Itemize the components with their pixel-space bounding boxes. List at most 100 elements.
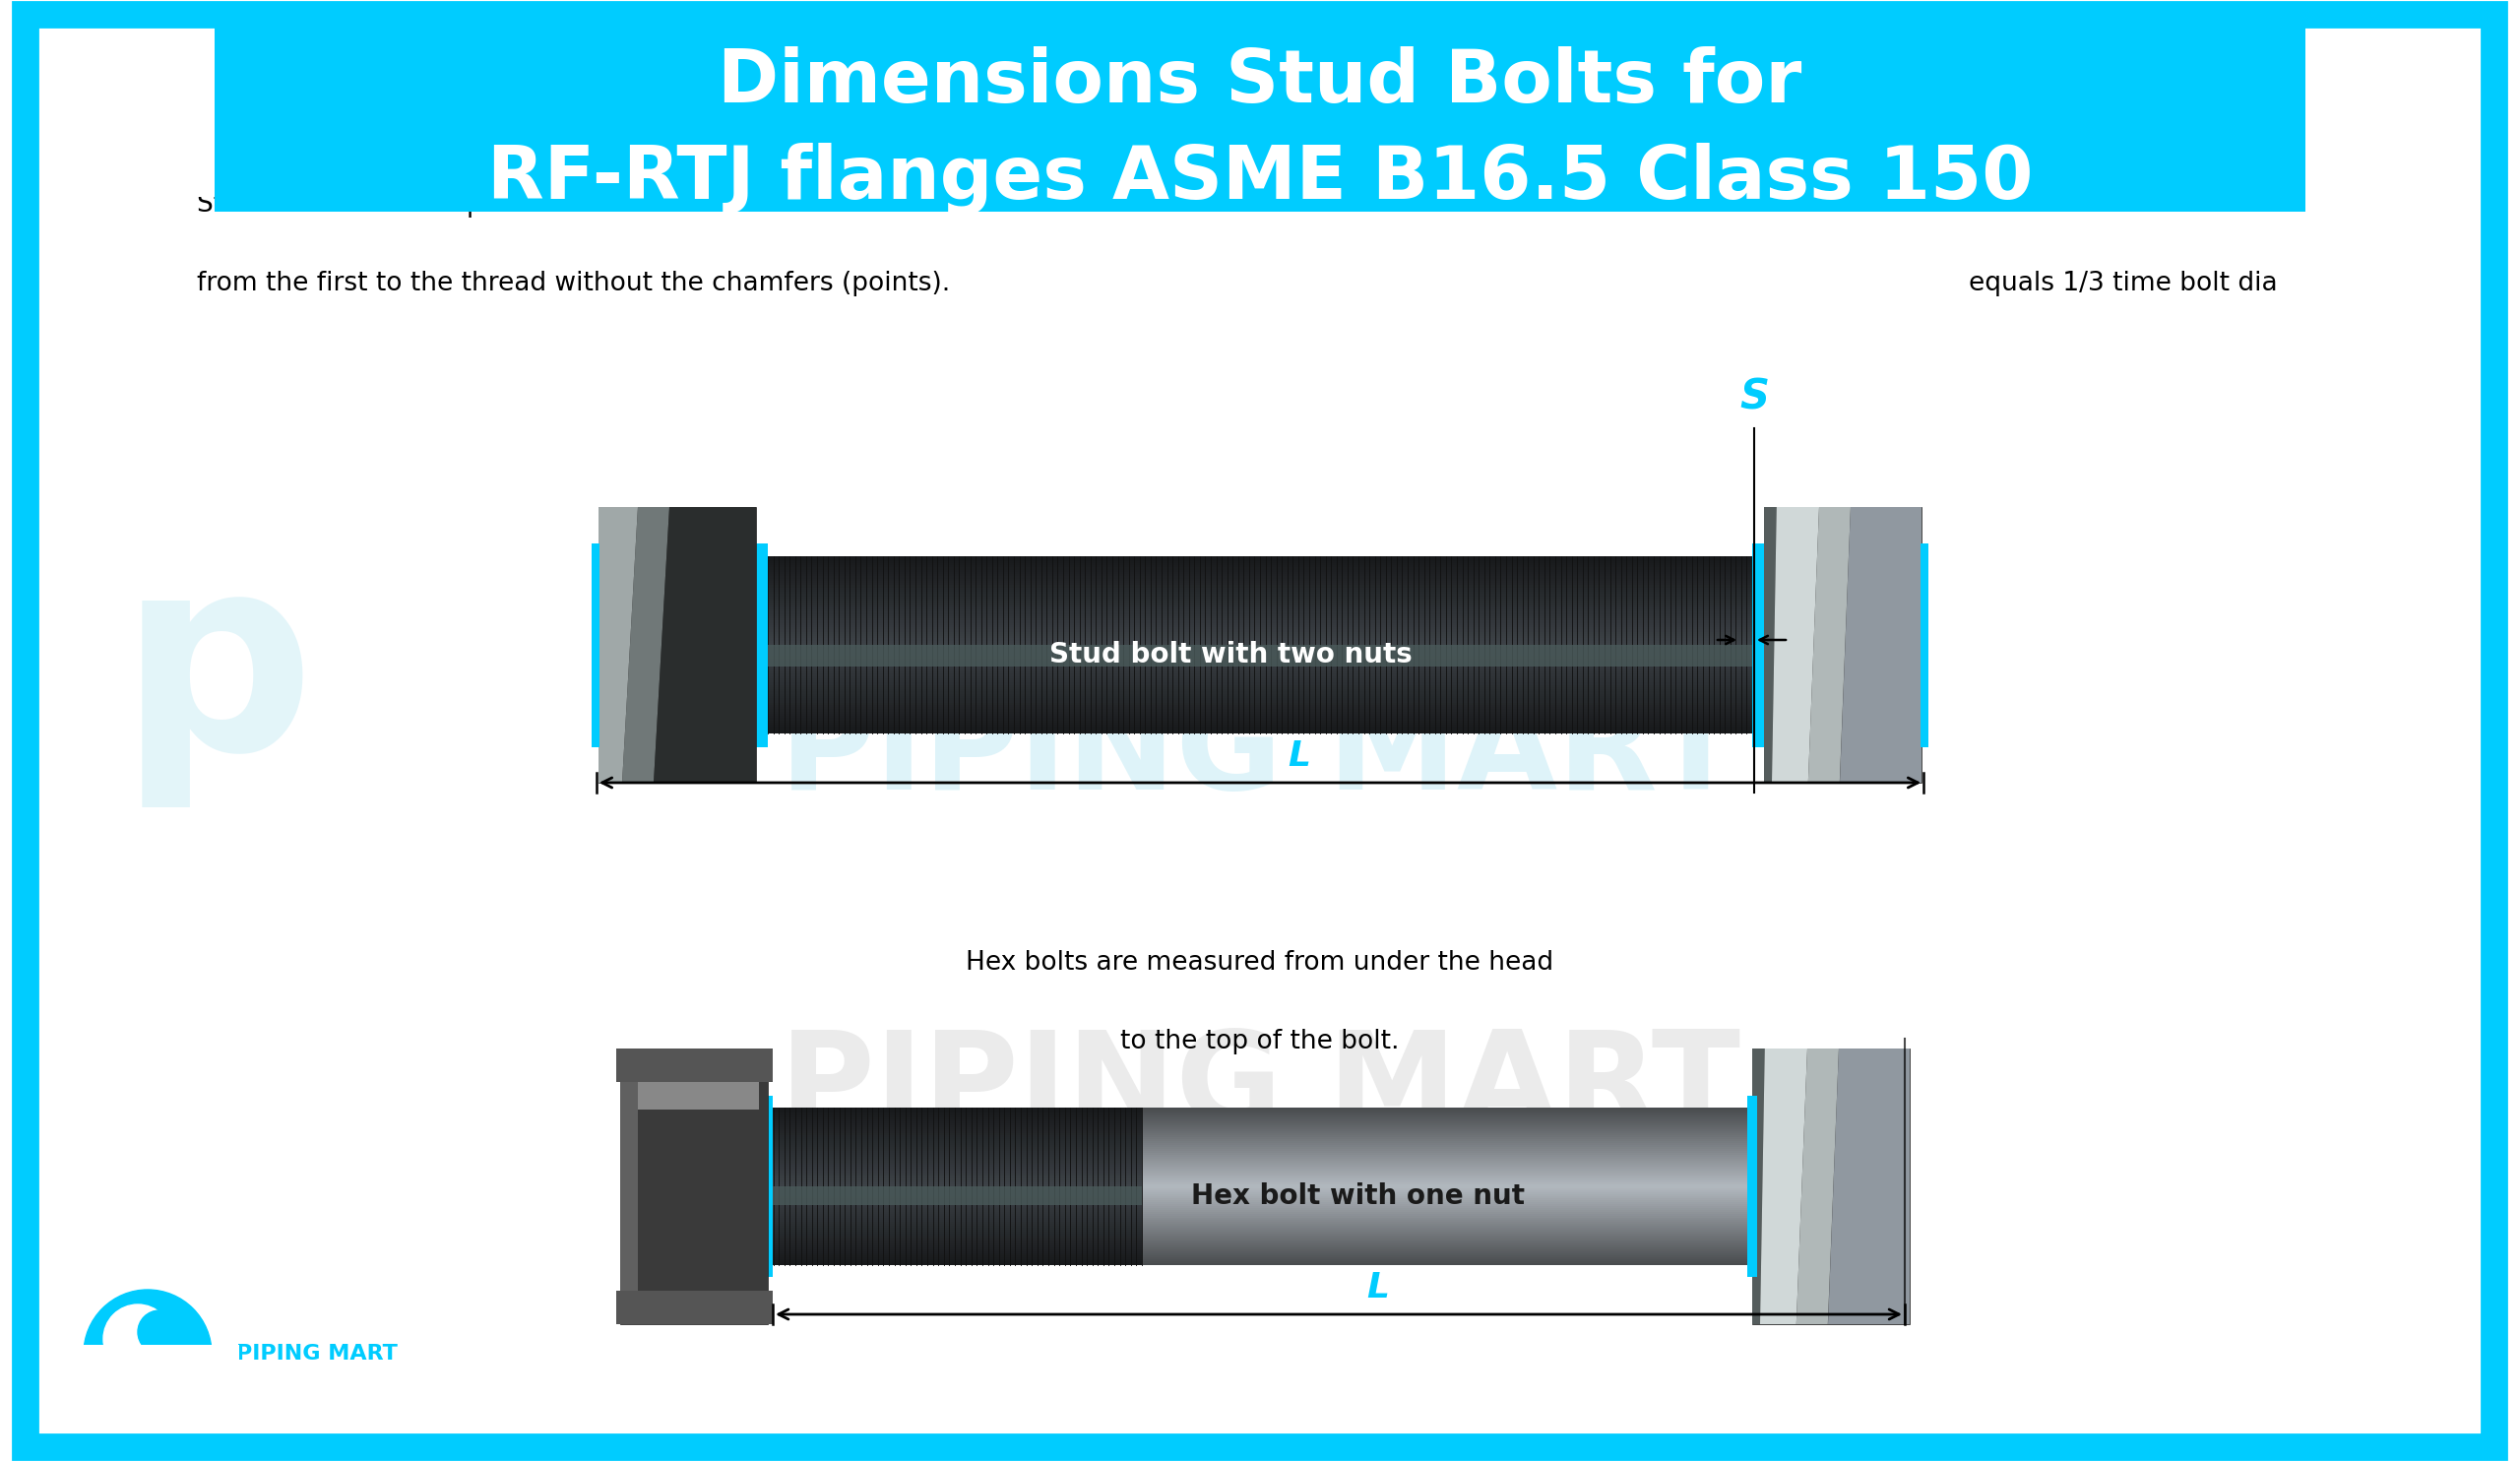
Bar [769, 572, 1751, 575]
Bar [769, 573, 1751, 576]
Bar [769, 1145, 1142, 1148]
Text: equals 1/3 time bolt dia: equals 1/3 time bolt dia [1968, 270, 2278, 297]
Bar [615, 1291, 771, 1325]
Bar [1142, 1151, 1751, 1154]
Bar [769, 563, 1751, 566]
Bar [769, 1246, 1142, 1247]
Bar [1142, 1178, 1751, 1180]
Bar [1142, 1202, 1751, 1205]
Bar [1142, 1225, 1751, 1228]
Bar [769, 1121, 1142, 1123]
Bar [769, 646, 1751, 649]
Bar [769, 629, 1751, 632]
Bar [1142, 1175, 1751, 1178]
Bar [769, 632, 1751, 635]
Bar [769, 624, 1751, 627]
Bar [1142, 1110, 1751, 1111]
Bar [769, 589, 1751, 592]
Bar [1142, 1158, 1751, 1161]
Bar [769, 1197, 1142, 1200]
Bar [1751, 542, 1764, 747]
Bar [769, 1161, 1142, 1162]
Bar [769, 1184, 1142, 1186]
Bar [1142, 1162, 1751, 1165]
Bar [769, 604, 1751, 607]
Bar [769, 1213, 1142, 1216]
Bar [769, 662, 1751, 665]
Bar [769, 728, 1751, 731]
Polygon shape [1764, 507, 1777, 782]
Bar [769, 731, 1751, 734]
Text: S: S [1739, 377, 1769, 418]
Bar [769, 1237, 1142, 1240]
Bar [769, 1136, 1142, 1139]
Text: p: p [118, 541, 315, 807]
Bar [769, 1152, 1142, 1155]
Bar [1142, 1215, 1751, 1218]
Bar [1142, 1230, 1751, 1231]
Bar [1920, 542, 1928, 747]
Bar [1142, 1130, 1751, 1133]
Bar [769, 580, 1751, 583]
Bar [769, 1209, 1142, 1212]
Bar [769, 620, 1751, 623]
Bar [1142, 1209, 1751, 1212]
Bar [769, 649, 1751, 652]
Bar [769, 680, 1751, 683]
Bar [1142, 1190, 1751, 1192]
Bar [1142, 1123, 1751, 1126]
Bar [769, 591, 1751, 594]
Bar [1142, 1193, 1751, 1196]
Bar [1142, 1224, 1751, 1225]
Bar [769, 705, 1751, 708]
Bar [769, 696, 1751, 697]
Bar [769, 585, 1751, 588]
Bar [769, 558, 1751, 561]
Bar [769, 623, 1751, 624]
Bar [769, 602, 1751, 605]
Polygon shape [1840, 507, 1923, 782]
Bar [1142, 1253, 1751, 1256]
Bar [769, 640, 1751, 643]
Text: Stud bolt with two nuts: Stud bolt with two nuts [1048, 640, 1411, 668]
Bar [769, 1129, 1142, 1132]
Bar [769, 1149, 1142, 1151]
Bar [1142, 1124, 1751, 1127]
Bar [769, 633, 1751, 636]
Bar [1142, 1174, 1751, 1177]
Bar [1142, 1196, 1751, 1199]
Bar [769, 658, 1751, 661]
Polygon shape [1759, 1048, 1807, 1325]
Circle shape [103, 1304, 171, 1373]
Bar [1142, 1247, 1751, 1250]
Bar [769, 1253, 1142, 1256]
Bar [1142, 1173, 1751, 1174]
Bar [769, 1146, 1142, 1149]
Bar [769, 713, 1751, 716]
Bar [769, 1181, 1142, 1184]
Bar [769, 1249, 1142, 1251]
Polygon shape [600, 507, 638, 782]
Bar [1142, 1213, 1751, 1216]
Bar [1142, 1192, 1751, 1194]
Bar [1142, 1167, 1751, 1168]
Bar [769, 659, 1751, 662]
Bar [769, 675, 1751, 678]
Bar [769, 614, 1751, 616]
Bar [1142, 1161, 1751, 1162]
Bar [769, 1227, 1142, 1230]
Text: PIPING MART: PIPING MART [779, 690, 1741, 816]
Bar [769, 1127, 1142, 1129]
Bar [600, 507, 756, 782]
Bar [1142, 1200, 1751, 1202]
Bar [769, 1192, 1142, 1194]
Bar [1142, 1127, 1751, 1129]
Bar [1142, 1263, 1751, 1265]
Bar [769, 667, 1751, 670]
Bar [1142, 1145, 1751, 1148]
Bar [1746, 1095, 1756, 1276]
Text: Hex bolts are measured from under the head: Hex bolts are measured from under the he… [965, 950, 1555, 975]
Bar [769, 671, 1751, 674]
Bar [769, 668, 1751, 671]
Polygon shape [622, 507, 670, 782]
